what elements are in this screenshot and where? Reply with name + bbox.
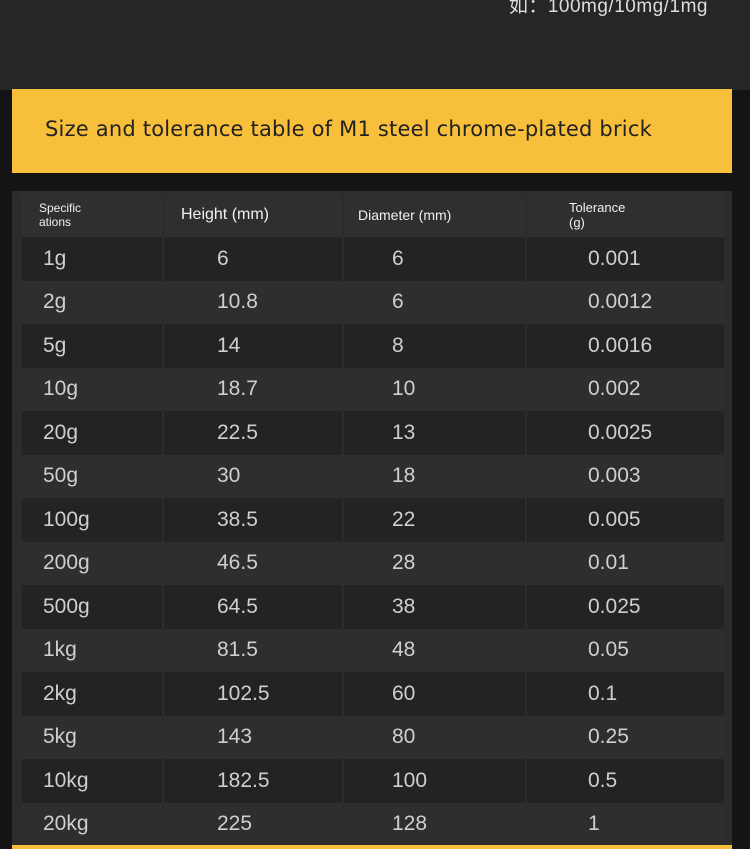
title-banner: Size and tolerance table of M1 steel chr… <box>12 89 732 173</box>
table-row: 2kg 102.5 60 0.1 <box>22 672 724 716</box>
cell-diameter: 6 <box>344 237 525 281</box>
cell-tolerance: 0.1 <box>527 672 724 716</box>
cell-specification: 10g <box>22 367 162 411</box>
table-row: 200g 46.5 28 0.01 <box>22 541 724 585</box>
cell-diameter: 13 <box>344 411 525 455</box>
table-row: 500g 64.5 38 0.025 <box>22 585 724 629</box>
cell-diameter: 6 <box>344 280 525 324</box>
cell-specification: 200g <box>22 541 162 585</box>
table-body: 1g 6 6 0.001 2g 10.8 6 0.0012 5g 14 8 0.0016 10g 18.7… <box>22 237 724 846</box>
cell-tolerance: 0.0016 <box>527 324 724 368</box>
bottom-accent-stripe <box>12 845 732 849</box>
cell-tolerance: 0.005 <box>527 498 724 542</box>
cell-specification: 5g <box>22 324 162 368</box>
cell-diameter: 18 <box>344 454 525 498</box>
cell-specification: 2kg <box>22 672 162 716</box>
cell-tolerance: 0.0012 <box>527 280 724 324</box>
cell-tolerance: 1 <box>527 802 724 846</box>
table-row: 2g 10.8 6 0.0012 <box>22 280 724 324</box>
header-diameter: Diameter (mm) <box>344 193 525 237</box>
cell-tolerance: 0.01 <box>527 541 724 585</box>
cell-height: 18.7 <box>164 367 342 411</box>
header-tolerance-label: Tolerance (g) <box>569 200 626 230</box>
cell-diameter: 22 <box>344 498 525 542</box>
cell-diameter: 100 <box>344 759 525 803</box>
table-row: 10g 18.7 10 0.002 <box>22 367 724 411</box>
table-row: 10kg 182.5 100 0.5 <box>22 759 724 803</box>
page-title: Size and tolerance table of M1 steel chr… <box>45 117 652 141</box>
cell-specification: 1g <box>22 237 162 281</box>
table-row: 50g 30 18 0.003 <box>22 454 724 498</box>
cell-height: 182.5 <box>164 759 342 803</box>
cell-height: 46.5 <box>164 541 342 585</box>
table-row: 20kg 225 128 1 <box>22 802 724 846</box>
header-specifications: Specific ations <box>22 193 162 237</box>
cell-height: 102.5 <box>164 672 342 716</box>
header-height: Height (mm) <box>164 193 342 237</box>
cell-tolerance: 0.5 <box>527 759 724 803</box>
table-row: 20g 22.5 13 0.0025 <box>22 411 724 455</box>
cell-specification: 2g <box>22 280 162 324</box>
cell-height: 10.8 <box>164 280 342 324</box>
cell-height: 143 <box>164 715 342 759</box>
spec-table-container: Specific ations Height (mm) Diameter (mm… <box>12 191 732 849</box>
cell-specification: 20kg <box>22 802 162 846</box>
cell-diameter: 8 <box>344 324 525 368</box>
cell-specification: 20g <box>22 411 162 455</box>
cell-diameter: 80 <box>344 715 525 759</box>
top-band: 如：100mg/10mg/1mg <box>0 0 750 90</box>
cell-height: 30 <box>164 454 342 498</box>
table-row: 1g 6 6 0.001 <box>22 237 724 281</box>
cell-specification: 100g <box>22 498 162 542</box>
table-row: 100g 38.5 22 0.005 <box>22 498 724 542</box>
cell-diameter: 48 <box>344 628 525 672</box>
cell-tolerance: 0.001 <box>527 237 724 281</box>
cell-height: 6 <box>164 237 342 281</box>
cell-height: 225 <box>164 802 342 846</box>
cell-diameter: 128 <box>344 802 525 846</box>
cell-height: 14 <box>164 324 342 368</box>
cell-tolerance: 0.025 <box>527 585 724 629</box>
cell-specification: 10kg <box>22 759 162 803</box>
cell-diameter: 60 <box>344 672 525 716</box>
table-row: 1kg 81.5 48 0.05 <box>22 628 724 672</box>
header-height-label: Height (mm) <box>181 206 270 223</box>
header-specifications-label: Specific ations <box>39 201 82 229</box>
cell-specification: 5kg <box>22 715 162 759</box>
cell-height: 22.5 <box>164 411 342 455</box>
spec-table: Specific ations Height (mm) Diameter (mm… <box>20 193 726 846</box>
cell-diameter: 28 <box>344 541 525 585</box>
cell-specification: 1kg <box>22 628 162 672</box>
cell-height: 38.5 <box>164 498 342 542</box>
cell-diameter: 38 <box>344 585 525 629</box>
cell-tolerance: 0.0025 <box>527 411 724 455</box>
cell-height: 81.5 <box>164 628 342 672</box>
cell-tolerance: 0.003 <box>527 454 724 498</box>
cell-height: 64.5 <box>164 585 342 629</box>
table-row: 5g 14 8 0.0016 <box>22 324 724 368</box>
cell-tolerance: 0.002 <box>527 367 724 411</box>
cell-specification: 50g <box>22 454 162 498</box>
table-row: 5kg 143 80 0.25 <box>22 715 724 759</box>
table-header-row: Specific ations Height (mm) Diameter (mm… <box>22 193 724 237</box>
header-diameter-label: Diameter (mm) <box>358 207 452 223</box>
cell-tolerance: 0.05 <box>527 628 724 672</box>
cell-diameter: 10 <box>344 367 525 411</box>
header-tolerance: Tolerance (g) <box>527 193 724 237</box>
top-note: 如：100mg/10mg/1mg <box>508 0 708 17</box>
cell-tolerance: 0.25 <box>527 715 724 759</box>
cell-specification: 500g <box>22 585 162 629</box>
